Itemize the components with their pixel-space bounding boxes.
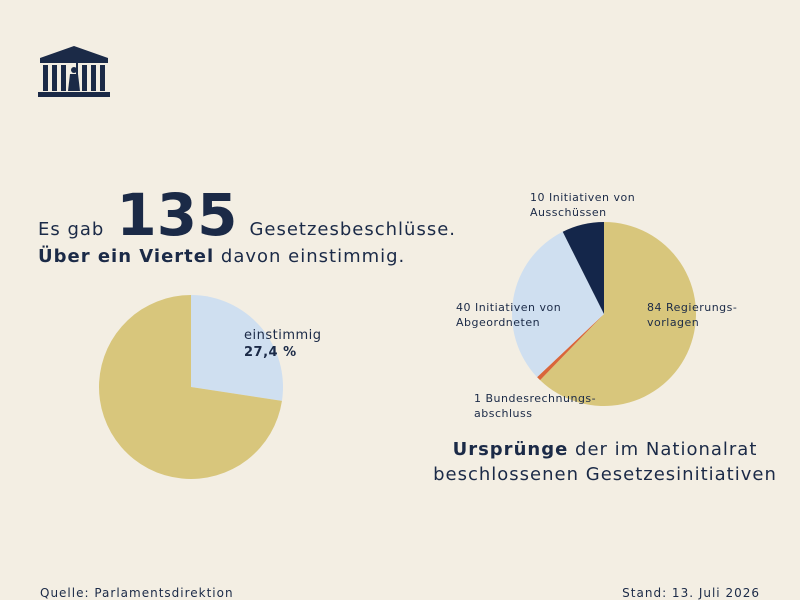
- headline-suffix: Gesetzesbeschlüsse.: [249, 219, 457, 240]
- pie2-label-0: 84 Regierungs-vorlagen: [647, 301, 737, 329]
- chart2-title: Ursprünge der im Nationalrat beschlossen…: [420, 437, 790, 487]
- pie2-slice-initiativen-von-aussch-ssen: [562, 222, 604, 314]
- pie2-slice-regierungsvorlagen: [540, 222, 697, 406]
- date-note: Stand: 13. Juli 2026: [622, 586, 760, 600]
- pie2-label-2: 40 Initiativen von Abgeordneten: [456, 301, 561, 329]
- pie2-label-3: 10 Initiativen von Ausschüssen: [530, 191, 635, 219]
- pie2-slice-initiativen-von-abgeordneten: [511, 231, 604, 378]
- chart2-title-rest: der im Nationalrat: [568, 439, 758, 460]
- headline-line2-bold: Über ein Viertel: [38, 246, 215, 267]
- source-note: Quelle: Parlamentsdirektion: [40, 586, 234, 600]
- headline-prefix: Es gab: [38, 219, 105, 240]
- pie1-slice-nicht-einstimmig: [99, 295, 282, 479]
- chart2-title-line2: beschlossenen Gesetzesinitiativen: [433, 464, 777, 485]
- pie1-slice-einstimmig: [191, 295, 283, 401]
- headline-line2-rest: davon einstimmig.: [214, 246, 406, 267]
- pie1-label-0: einstimmig 27,4 %: [244, 328, 322, 360]
- chart2-title-bold: Ursprünge: [452, 439, 569, 460]
- pie2-label-1: 1 Bundesrechnungs-abschluss: [474, 392, 596, 420]
- pie2-slice-bundesrechnungsabschluss: [537, 314, 604, 381]
- headline: Es gab 135 Gesetzesbeschlüsse. Über ein …: [38, 186, 458, 267]
- parliament-logo-icon: [38, 46, 110, 97]
- headline-number: 135: [116, 181, 238, 249]
